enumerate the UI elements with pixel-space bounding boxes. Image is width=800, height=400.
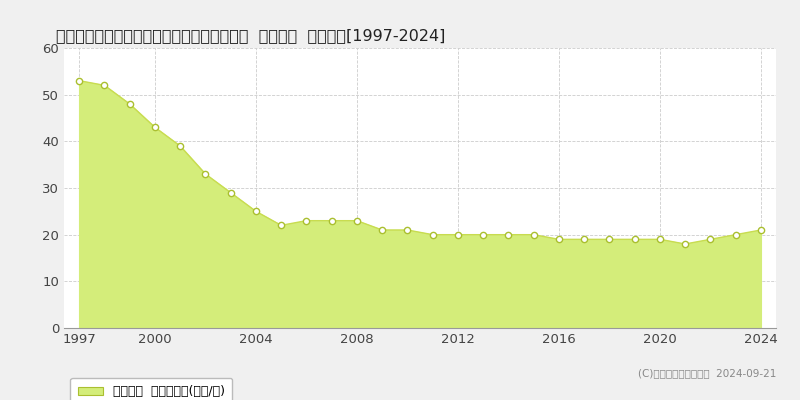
- Legend: 基準地価  平均坪単価(万円/坪): 基準地価 平均坪単価(万円/坪): [70, 378, 232, 400]
- Text: (C)土地価格ドットコム  2024-09-21: (C)土地価格ドットコム 2024-09-21: [638, 368, 776, 378]
- Text: 兵庫県神戸市北区ひよどり台１丁目１１番４  基準地価  地価推移[1997-2024]: 兵庫県神戸市北区ひよどり台１丁目１１番４ 基準地価 地価推移[1997-2024…: [56, 28, 446, 43]
